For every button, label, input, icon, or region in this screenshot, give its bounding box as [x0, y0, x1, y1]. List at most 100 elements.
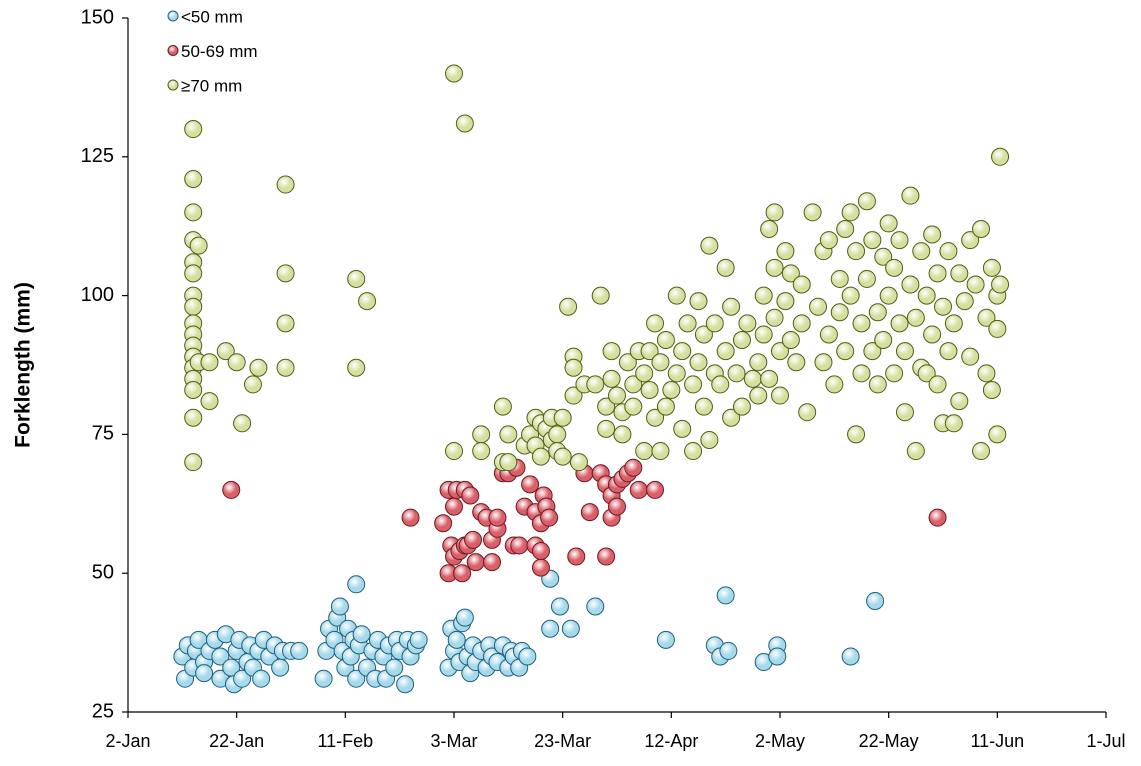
point	[646, 314, 665, 333]
point	[624, 458, 643, 477]
point	[781, 264, 800, 283]
point	[939, 342, 958, 361]
point	[792, 275, 811, 294]
point	[716, 342, 735, 361]
point	[483, 553, 502, 572]
point	[276, 264, 295, 283]
point	[955, 292, 974, 311]
point	[646, 480, 665, 499]
point	[613, 425, 632, 444]
point	[227, 353, 246, 372]
point	[550, 597, 569, 616]
legend-label: 50-69 mm	[181, 42, 258, 61]
point	[455, 114, 474, 133]
point	[689, 292, 708, 311]
y-tick-label: 125	[81, 145, 114, 167]
point	[700, 430, 719, 449]
point	[597, 547, 616, 566]
legend-marker	[167, 10, 179, 22]
point	[640, 342, 659, 361]
legend-marker	[167, 79, 179, 91]
y-tick-label: 75	[92, 423, 114, 445]
point	[966, 275, 985, 294]
point	[564, 386, 583, 405]
point	[330, 597, 349, 616]
x-tick-label: 11-Feb	[317, 731, 373, 751]
point	[944, 414, 963, 433]
point	[991, 147, 1010, 166]
point	[461, 486, 480, 505]
point	[939, 242, 958, 261]
point	[472, 442, 491, 461]
point	[290, 641, 309, 660]
point	[923, 225, 942, 244]
point	[656, 630, 675, 649]
point	[991, 275, 1010, 294]
y-tick-label: 50	[92, 561, 114, 583]
point	[895, 342, 914, 361]
point	[988, 319, 1007, 338]
point	[944, 314, 963, 333]
point	[836, 219, 855, 238]
point	[651, 442, 670, 461]
point	[803, 203, 822, 222]
point	[705, 314, 724, 333]
point	[488, 508, 507, 527]
point	[640, 380, 659, 399]
point	[732, 397, 751, 416]
point	[841, 203, 860, 222]
point	[447, 630, 466, 649]
point	[184, 453, 203, 472]
x-tick-label: 12-Apr	[644, 731, 698, 751]
point	[453, 564, 472, 583]
point	[857, 192, 876, 211]
point	[819, 325, 838, 344]
point	[184, 408, 203, 427]
point	[673, 419, 692, 438]
point	[716, 258, 735, 277]
x-tick-label: 3-Mar	[430, 731, 477, 751]
point	[901, 186, 920, 205]
x-tick-label: 2-Jan	[105, 731, 150, 751]
point	[564, 358, 583, 377]
point	[352, 625, 371, 644]
point	[624, 375, 643, 394]
legend-marker	[167, 45, 179, 56]
point	[629, 480, 648, 499]
point	[857, 269, 876, 288]
point	[852, 314, 871, 333]
point	[972, 442, 991, 461]
point	[917, 286, 936, 305]
point	[776, 292, 795, 311]
point	[841, 647, 860, 666]
point	[553, 447, 572, 466]
point	[211, 647, 230, 666]
point	[754, 286, 773, 305]
point	[233, 669, 252, 688]
point	[586, 375, 605, 394]
point	[912, 242, 931, 261]
point	[684, 442, 703, 461]
point	[863, 231, 882, 250]
point	[749, 353, 768, 372]
point	[684, 375, 703, 394]
point	[553, 408, 572, 427]
point	[635, 442, 654, 461]
point	[847, 425, 866, 444]
point	[863, 342, 882, 361]
point	[787, 353, 806, 372]
point	[771, 342, 789, 361]
point	[618, 353, 637, 372]
point	[646, 408, 665, 427]
point	[885, 258, 904, 277]
point	[950, 392, 969, 411]
point	[765, 258, 784, 277]
point	[189, 236, 208, 255]
point	[580, 503, 599, 522]
point	[541, 619, 560, 638]
point	[874, 331, 893, 350]
point	[879, 214, 898, 233]
point	[271, 658, 290, 677]
point	[768, 647, 787, 666]
